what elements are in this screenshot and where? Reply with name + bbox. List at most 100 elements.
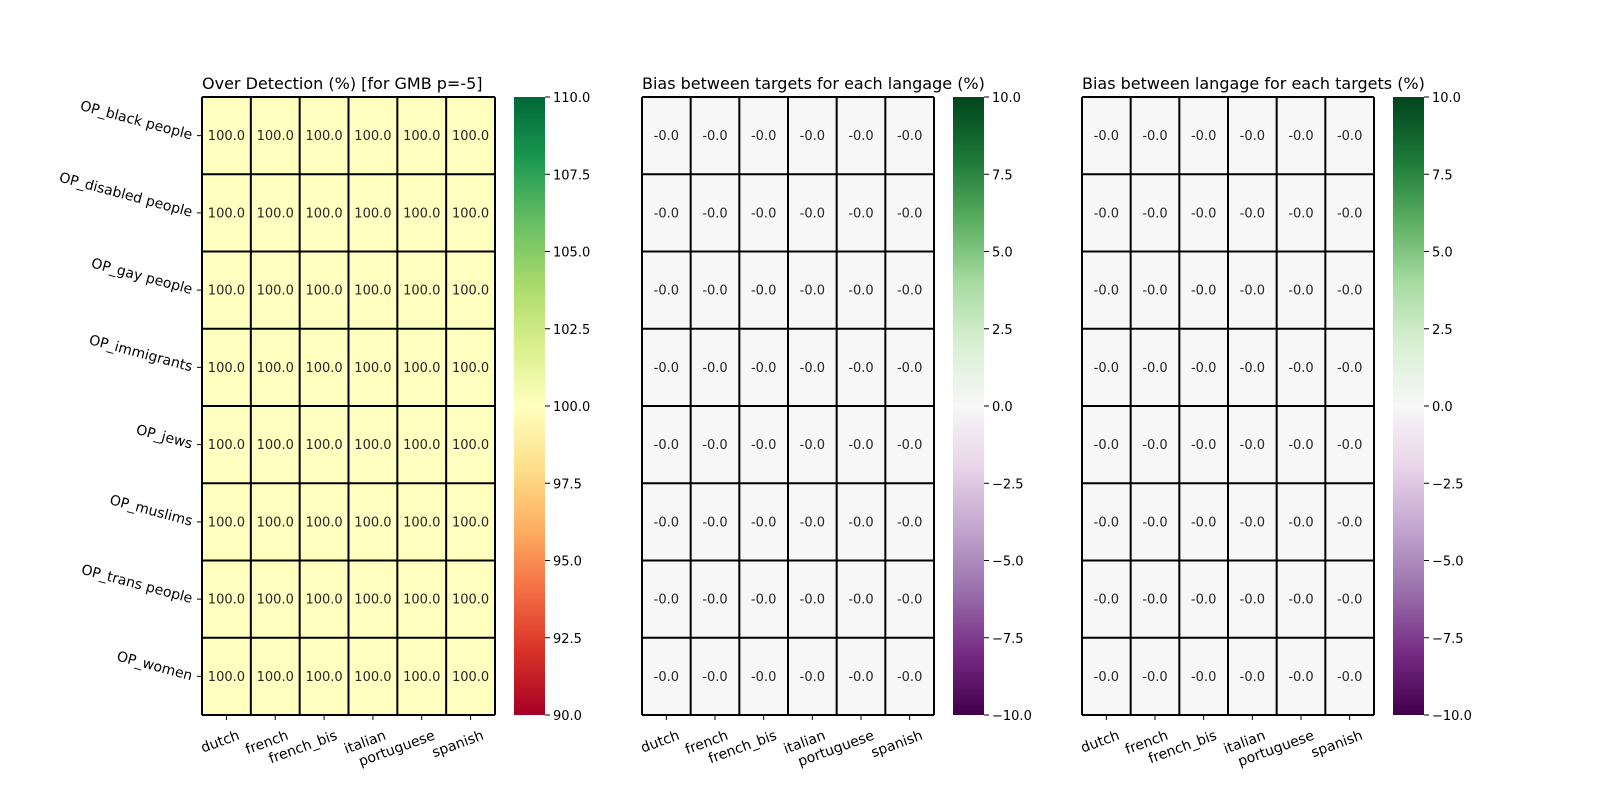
cell-value-label: -0.0 xyxy=(1142,361,1167,376)
heatmap-cell xyxy=(642,560,691,638)
cell-value-label: -0.0 xyxy=(897,438,922,453)
heatmap-cell xyxy=(1325,97,1374,175)
heatmap-cell xyxy=(1325,637,1374,715)
heatmap-cell xyxy=(1325,174,1374,252)
cell-value-label: -0.0 xyxy=(1337,593,1362,608)
heatmap-cell xyxy=(1082,560,1131,638)
heatmap-cell xyxy=(202,328,251,406)
heatmap-cell xyxy=(1228,97,1277,175)
cell-value-label: 100.0 xyxy=(354,438,391,453)
heatmap-cell xyxy=(1228,560,1277,638)
heatmap-cell xyxy=(1228,483,1277,561)
cell-value-label: 100.0 xyxy=(452,284,489,299)
cell-value-label: -0.0 xyxy=(848,129,873,144)
heatmap-cell xyxy=(739,406,788,484)
colorbar xyxy=(1393,97,1424,715)
colorbar-tick-label: 5.0 xyxy=(992,246,1013,261)
cell-value-label: -0.0 xyxy=(800,206,825,221)
cell-value-label: -0.0 xyxy=(848,515,873,530)
heatmap-cell xyxy=(250,560,300,638)
cell-value-label: -0.0 xyxy=(800,515,825,530)
cell-value-label: -0.0 xyxy=(1288,284,1313,299)
cell-value-label: 100.0 xyxy=(208,284,245,299)
cell-value-label: 100.0 xyxy=(354,361,391,376)
cell-value-label: 100.0 xyxy=(403,515,440,530)
cell-value-label: 100.0 xyxy=(403,670,440,685)
cell-value-label: 100.0 xyxy=(257,670,294,685)
cell-value-label: 100.0 xyxy=(452,361,489,376)
heatmap-cell xyxy=(1228,251,1277,329)
cell-value-label: -0.0 xyxy=(654,438,679,453)
heatmap-cell xyxy=(642,97,691,175)
cell-value-label: 100.0 xyxy=(305,129,342,144)
heatmap-cell xyxy=(690,251,740,329)
cell-value-label: 100.0 xyxy=(208,129,245,144)
heatmap-cell xyxy=(739,328,788,406)
heatmap-cell xyxy=(397,560,447,638)
cell-value-label: -0.0 xyxy=(800,593,825,608)
y-tick-label: OP_women xyxy=(115,649,194,685)
heatmap-cell xyxy=(690,174,740,252)
y-tick-label: OP_gay people xyxy=(89,256,194,298)
heatmap-cell xyxy=(788,174,837,252)
cell-value-label: 100.0 xyxy=(305,438,342,453)
cell-value-label: -0.0 xyxy=(1337,515,1362,530)
heatmap-cell xyxy=(642,483,691,561)
cell-value-label: -0.0 xyxy=(897,361,922,376)
cell-value-label: -0.0 xyxy=(702,284,727,299)
heatmap-cell xyxy=(1082,637,1131,715)
cell-value-label: 100.0 xyxy=(305,284,342,299)
heatmap-cell xyxy=(642,328,691,406)
heatmap-cell xyxy=(1082,406,1131,484)
colorbar-tick-label: 110.0 xyxy=(553,91,590,106)
cell-value-label: -0.0 xyxy=(702,206,727,221)
heatmap-cell xyxy=(250,406,300,484)
heatmap-cell xyxy=(1276,174,1326,252)
colorbar-tick-label: −7.5 xyxy=(992,632,1024,647)
chart-title-1: Over Detection (%) [for GMB p=-5] xyxy=(202,74,483,93)
heatmap-cell xyxy=(348,637,398,715)
cell-value-label: 100.0 xyxy=(452,670,489,685)
cell-value-label: -0.0 xyxy=(1288,593,1313,608)
heatmap-cell xyxy=(1325,406,1374,484)
cell-value-label: 100.0 xyxy=(403,284,440,299)
heatmap-cell xyxy=(202,483,251,561)
cell-value-label: 100.0 xyxy=(257,438,294,453)
cell-value-label: -0.0 xyxy=(1142,129,1167,144)
heatmap-cell xyxy=(202,560,251,638)
colorbar-tick-label: 95.0 xyxy=(553,555,582,570)
cell-value-label: 100.0 xyxy=(257,129,294,144)
cell-value-label: 100.0 xyxy=(452,515,489,530)
cell-value-label: -0.0 xyxy=(1191,361,1216,376)
heatmap-cell xyxy=(1228,406,1277,484)
cell-value-label: 100.0 xyxy=(354,670,391,685)
heatmap-cell xyxy=(739,251,788,329)
cell-value-label: -0.0 xyxy=(897,515,922,530)
heatmap-cell xyxy=(250,483,300,561)
cell-value-label: -0.0 xyxy=(702,129,727,144)
cell-value-label: -0.0 xyxy=(1142,515,1167,530)
heatmap-cell xyxy=(348,328,398,406)
heatmap-cell xyxy=(642,406,691,484)
cell-value-label: -0.0 xyxy=(1094,129,1119,144)
cell-value-label: -0.0 xyxy=(897,129,922,144)
heatmap-cell xyxy=(250,97,300,175)
heatmap-cell xyxy=(1325,251,1374,329)
heatmap-cell xyxy=(788,406,837,484)
heatmap-cell xyxy=(690,637,740,715)
colorbar-tick-label: −2.5 xyxy=(1432,477,1464,492)
heatmap-cell xyxy=(202,174,251,252)
heatmap-cell xyxy=(446,328,495,406)
heatmap-cell xyxy=(690,560,740,638)
colorbar-tick-label: 0.0 xyxy=(992,400,1013,415)
colorbar-tick-label: 102.5 xyxy=(553,323,590,338)
heatmap-cell xyxy=(1130,637,1180,715)
heatmap-cell xyxy=(299,174,349,252)
heatmap-cell xyxy=(299,560,349,638)
y-tick-label: OP_trans people xyxy=(80,562,195,607)
cell-value-label: -0.0 xyxy=(1288,670,1313,685)
cell-value-label: 100.0 xyxy=(452,206,489,221)
cell-value-label: -0.0 xyxy=(654,206,679,221)
cell-value-label: 100.0 xyxy=(257,515,294,530)
